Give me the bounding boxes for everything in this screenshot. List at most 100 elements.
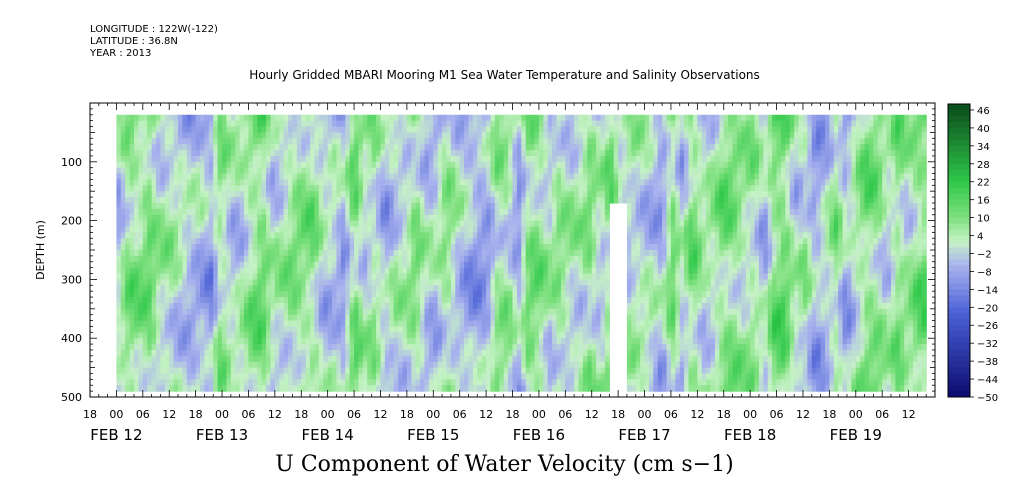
heatmap-cell <box>332 144 338 151</box>
heatmap-cell <box>270 161 276 169</box>
heatmap-cell <box>164 244 170 251</box>
heatmap-cell <box>446 385 452 392</box>
heatmap-cell <box>468 144 474 151</box>
heatmap-cell <box>406 361 412 369</box>
heatmap-cell <box>565 208 571 216</box>
heatmap-cell <box>424 344 430 351</box>
heatmap-cell <box>455 267 461 275</box>
heatmap-cell <box>151 208 157 216</box>
heatmap-cell <box>354 161 360 169</box>
heatmap-cell <box>252 267 258 275</box>
heatmap-cell <box>142 191 148 198</box>
heatmap-cell <box>420 155 426 163</box>
heatmap-cell <box>358 144 364 151</box>
heatmap-cell <box>332 114 338 122</box>
heatmap-cell <box>556 232 562 239</box>
heatmap-cell <box>248 114 254 122</box>
heatmap-cell <box>195 238 201 245</box>
heatmap-cell <box>160 173 166 181</box>
heatmap-cell <box>164 349 170 357</box>
heatmap-cell <box>270 120 276 128</box>
heatmap-cell <box>310 232 316 239</box>
heatmap-cell <box>508 126 514 133</box>
heatmap-cell <box>362 214 368 222</box>
heatmap-cell <box>327 320 333 328</box>
heatmap-cell <box>433 114 439 122</box>
heatmap-cell <box>389 349 395 357</box>
heatmap-cell <box>358 385 364 392</box>
heatmap-cell <box>534 132 540 139</box>
heatmap-cell <box>428 173 434 181</box>
heatmap-cell <box>340 250 346 257</box>
heatmap-cell <box>398 302 404 310</box>
heatmap-cell <box>354 326 360 333</box>
heatmap-cell <box>415 197 421 204</box>
heatmap-cell <box>433 273 439 280</box>
heatmap-cell <box>464 214 470 222</box>
heatmap-cell <box>530 208 536 216</box>
heatmap-cell <box>512 244 518 251</box>
heatmap-cell <box>560 385 566 392</box>
heatmap-cell <box>274 379 280 386</box>
heatmap-cell <box>459 250 465 257</box>
heatmap-cell <box>323 349 329 357</box>
heatmap-cell <box>464 285 470 292</box>
heatmap-cell <box>574 173 580 181</box>
heatmap-cell <box>354 308 360 316</box>
heatmap-cell <box>371 267 377 275</box>
heatmap-cell <box>486 114 492 122</box>
heatmap-cell <box>332 214 338 222</box>
heatmap-cell <box>288 326 294 333</box>
heatmap-cell <box>349 250 355 257</box>
heatmap-cell <box>525 255 531 263</box>
heatmap-cell <box>336 202 342 210</box>
heatmap-cell <box>376 214 382 222</box>
heatmap-cell <box>134 279 140 286</box>
heatmap-cell <box>244 291 250 298</box>
heatmap-cell <box>380 202 386 210</box>
heatmap-cell <box>213 373 219 380</box>
heatmap-cell <box>481 297 487 304</box>
heatmap-cell <box>261 267 267 275</box>
heatmap-cell <box>516 197 522 204</box>
heatmap-cell <box>530 120 536 128</box>
heatmap-cell <box>428 385 434 392</box>
heatmap-cell <box>248 349 254 357</box>
heatmap-cell <box>235 173 241 181</box>
heatmap-cell <box>186 173 192 181</box>
heatmap-cell <box>354 191 360 198</box>
heatmap-cell <box>450 120 456 128</box>
heatmap-cell <box>398 138 404 145</box>
heatmap-cell <box>450 255 456 263</box>
heatmap-cell <box>323 208 329 216</box>
heatmap-cell <box>261 373 267 380</box>
heatmap-cell <box>398 220 404 228</box>
heatmap-cell <box>354 232 360 239</box>
heatmap-cell <box>252 349 258 357</box>
heatmap-cell <box>305 214 311 222</box>
heatmap-cell <box>371 244 377 251</box>
heatmap-cell <box>494 379 500 386</box>
heatmap-cell <box>437 385 443 392</box>
heatmap-cell <box>525 273 531 280</box>
heatmap-cell <box>248 291 254 298</box>
heatmap-cell <box>406 326 412 333</box>
heatmap-cell <box>433 155 439 163</box>
heatmap-cell <box>420 126 426 133</box>
heatmap-cell <box>521 114 527 122</box>
heatmap-cell <box>288 367 294 375</box>
heatmap-cell <box>164 344 170 351</box>
heatmap-cell <box>226 185 232 192</box>
heatmap-cell <box>477 338 483 345</box>
heatmap-cell <box>547 326 553 333</box>
heatmap-cell <box>138 167 144 175</box>
heatmap-cell <box>415 302 421 310</box>
heatmap-cell <box>222 338 228 345</box>
heatmap-cell <box>367 244 373 251</box>
heatmap-cell <box>173 214 179 222</box>
heatmap-cell <box>327 161 333 169</box>
heatmap-cell <box>204 114 210 122</box>
heatmap-cell <box>420 302 426 310</box>
heatmap-cell <box>516 191 522 198</box>
heatmap-cell <box>424 226 430 233</box>
